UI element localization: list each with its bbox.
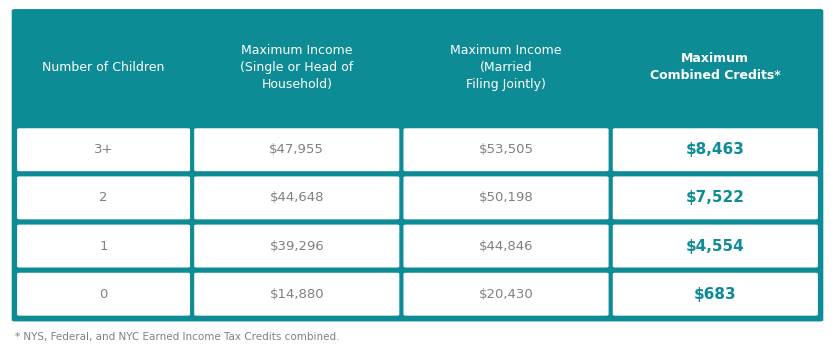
Text: $8,463: $8,463: [686, 142, 745, 157]
Text: 2: 2: [99, 191, 108, 205]
FancyBboxPatch shape: [17, 128, 190, 171]
FancyBboxPatch shape: [195, 273, 399, 316]
Text: $44,846: $44,846: [478, 239, 534, 253]
Text: * NYS, Federal, and NYC Earned Income Tax Credits combined.: * NYS, Federal, and NYC Earned Income Ta…: [15, 332, 340, 342]
FancyBboxPatch shape: [17, 273, 190, 316]
Text: $4,554: $4,554: [686, 239, 745, 253]
Text: 0: 0: [99, 288, 108, 301]
Text: $44,648: $44,648: [270, 191, 324, 205]
Text: 3+: 3+: [94, 143, 114, 156]
FancyBboxPatch shape: [17, 225, 190, 268]
Text: $7,522: $7,522: [686, 191, 745, 205]
Text: $14,880: $14,880: [270, 288, 324, 301]
FancyBboxPatch shape: [12, 9, 823, 321]
Text: $53,505: $53,505: [478, 143, 534, 156]
Text: Maximum
Combined Credits*: Maximum Combined Credits*: [650, 52, 781, 82]
Text: $683: $683: [694, 287, 736, 302]
Text: Number of Children: Number of Children: [43, 61, 164, 74]
FancyBboxPatch shape: [403, 177, 609, 220]
Text: Maximum Income
(Married
Filing Jointly): Maximum Income (Married Filing Jointly): [450, 44, 562, 91]
FancyBboxPatch shape: [17, 177, 190, 220]
FancyBboxPatch shape: [403, 225, 609, 268]
Text: 1: 1: [99, 239, 108, 253]
FancyBboxPatch shape: [613, 273, 817, 316]
FancyBboxPatch shape: [195, 225, 399, 268]
FancyBboxPatch shape: [613, 128, 817, 171]
Text: $20,430: $20,430: [478, 288, 534, 301]
FancyBboxPatch shape: [195, 177, 399, 220]
Text: Maximum Income
(Single or Head of
Household): Maximum Income (Single or Head of Househ…: [240, 44, 353, 91]
FancyBboxPatch shape: [195, 128, 399, 171]
FancyBboxPatch shape: [403, 128, 609, 171]
Text: $47,955: $47,955: [270, 143, 324, 156]
Text: $50,198: $50,198: [478, 191, 534, 205]
FancyBboxPatch shape: [403, 273, 609, 316]
FancyBboxPatch shape: [613, 177, 817, 220]
FancyBboxPatch shape: [613, 225, 817, 268]
Text: $39,296: $39,296: [270, 239, 324, 253]
